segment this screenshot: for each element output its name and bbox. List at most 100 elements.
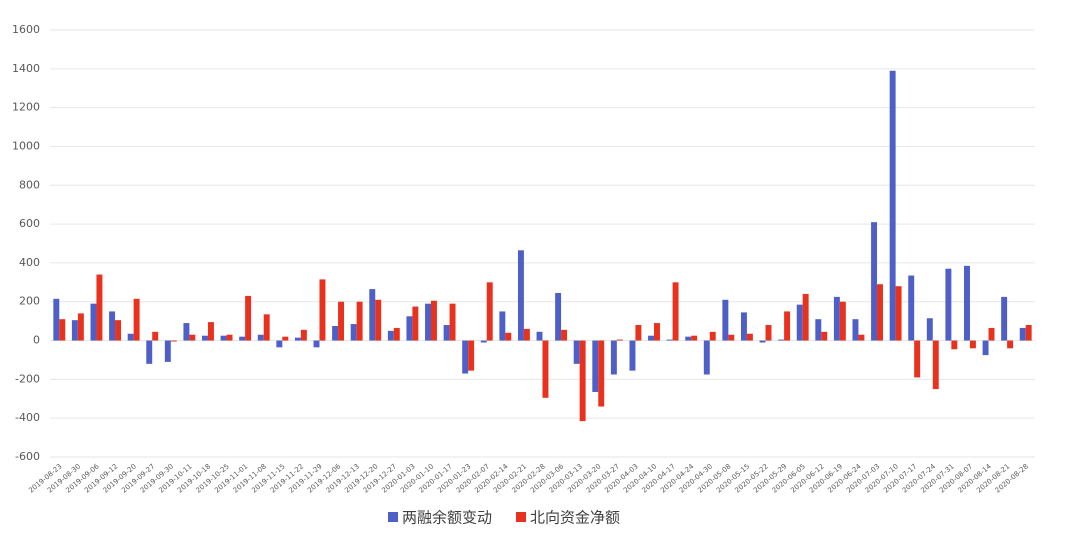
bar	[932, 340, 939, 390]
bar	[871, 222, 878, 341]
y-tick-label: 0	[33, 334, 40, 347]
bar	[592, 340, 599, 392]
bar	[1025, 325, 1032, 341]
bar	[462, 340, 469, 374]
bar	[561, 329, 568, 341]
bar	[579, 340, 586, 422]
bar	[685, 336, 692, 341]
bar	[430, 300, 437, 341]
bar	[375, 299, 382, 341]
bar	[263, 314, 270, 341]
bar	[839, 301, 846, 341]
bar	[703, 340, 710, 375]
bar	[765, 325, 772, 341]
bar	[914, 340, 921, 378]
bar	[239, 336, 246, 341]
bar	[356, 301, 363, 341]
bar	[802, 293, 809, 341]
bar	[728, 334, 735, 341]
bar	[468, 340, 475, 371]
bar	[648, 335, 655, 341]
bar	[796, 304, 803, 341]
bar	[183, 323, 190, 341]
bar	[1007, 340, 1014, 349]
legend-label: 两融余额变动	[402, 509, 492, 527]
bar	[412, 306, 419, 341]
bar	[926, 318, 933, 341]
bar	[629, 340, 636, 371]
bar	[709, 331, 716, 341]
bar	[59, 319, 66, 341]
bar	[282, 336, 289, 341]
y-tick-label: -200	[15, 372, 40, 385]
bar	[691, 335, 698, 341]
bar	[170, 340, 177, 342]
bar	[982, 340, 989, 356]
y-tick-label: 1200	[12, 101, 40, 114]
bar	[969, 340, 976, 349]
bar	[425, 303, 431, 341]
y-tick-label: 200	[19, 295, 40, 308]
bar	[369, 289, 376, 341]
bar	[152, 331, 159, 341]
bar	[164, 340, 171, 362]
bar	[784, 311, 791, 341]
bar	[257, 334, 264, 341]
bar	[740, 312, 747, 341]
bar	[555, 292, 562, 341]
bar	[96, 274, 103, 341]
bar	[666, 339, 673, 341]
bar	[858, 334, 865, 341]
bar	[672, 282, 679, 341]
bar	[908, 275, 915, 341]
bar	[53, 298, 60, 341]
bar	[877, 284, 883, 341]
bar	[127, 333, 134, 341]
bar	[313, 340, 320, 348]
bar	[635, 325, 642, 341]
bar	[319, 279, 326, 341]
bar	[189, 334, 196, 341]
bar	[443, 325, 450, 341]
bar	[889, 70, 896, 341]
bar	[517, 250, 524, 341]
y-tick-label: 600	[19, 217, 40, 230]
bar	[536, 331, 543, 341]
bar	[338, 301, 345, 341]
bar	[486, 282, 493, 341]
bar	[1001, 296, 1008, 341]
bar	[245, 295, 252, 341]
bar	[722, 299, 729, 341]
y-tick-label: 400	[19, 256, 40, 269]
bar	[964, 265, 970, 341]
bar	[654, 323, 660, 341]
bar	[133, 298, 140, 341]
bar	[778, 339, 785, 341]
legend-swatch	[388, 512, 398, 522]
bar	[821, 331, 828, 341]
bar	[951, 340, 958, 350]
bar	[350, 324, 357, 341]
y-tick-label: 1400	[12, 62, 40, 75]
bar	[610, 340, 617, 375]
bar	[387, 330, 394, 341]
bar	[616, 339, 623, 341]
bar	[480, 340, 487, 343]
bar	[573, 340, 580, 364]
bar	[146, 340, 153, 364]
bar	[220, 335, 227, 341]
legend-swatch	[516, 512, 527, 522]
bar	[499, 311, 506, 341]
bar	[449, 303, 456, 341]
bar	[598, 340, 605, 407]
bar	[852, 319, 859, 341]
bar	[523, 328, 530, 341]
bar	[90, 303, 97, 341]
bar	[542, 340, 549, 398]
bar	[746, 333, 753, 341]
bar	[815, 319, 822, 341]
bar	[1019, 327, 1026, 341]
y-tick-label: 800	[19, 178, 40, 191]
y-tick-label: -600	[15, 450, 40, 463]
